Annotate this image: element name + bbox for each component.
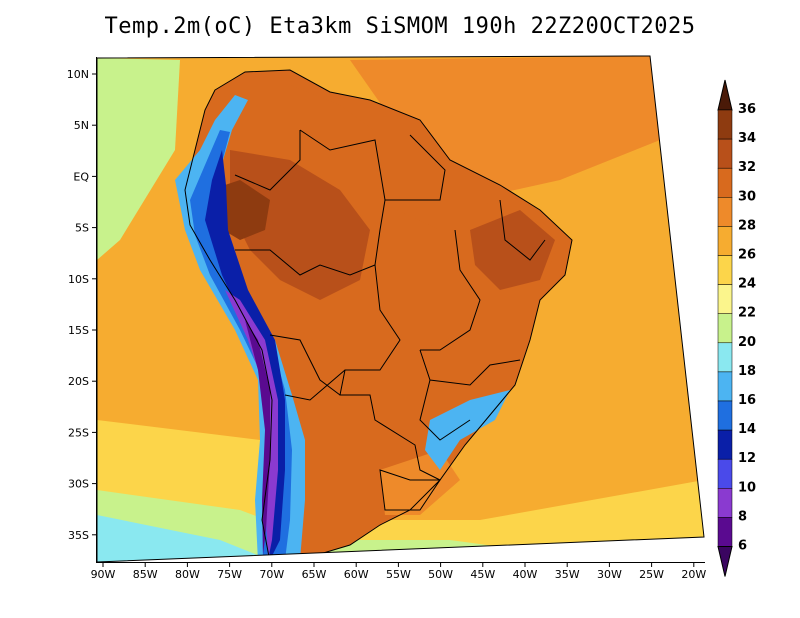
lon-tick-label: 25W xyxy=(639,568,664,581)
cool-ocean-area-northwest xyxy=(97,58,180,260)
lat-tick-label: 25S xyxy=(68,426,89,439)
colorbar-label: 20 xyxy=(738,335,756,350)
colorbar-swatch xyxy=(717,429,733,460)
country-borders xyxy=(184,69,573,562)
lon-tick-label: 65W xyxy=(302,568,327,581)
border-state-2 xyxy=(499,199,546,261)
colorbar-top-arrow xyxy=(717,79,733,111)
latitude-axis: 10N 5N EQ 5S 10S 15S 20S 25S 30S 35S xyxy=(67,68,97,542)
colorbar-label: 34 xyxy=(738,131,756,146)
lon-tick-label: 85W xyxy=(133,568,158,581)
colorbar-label: 16 xyxy=(738,393,756,408)
colorbar-label: 24 xyxy=(738,277,756,292)
lat-tick-label: 5S xyxy=(75,222,89,235)
colorbar-label: 30 xyxy=(738,189,756,204)
border-state-4 xyxy=(419,379,471,441)
colorbar-label: 10 xyxy=(738,480,756,495)
coldest-ocean-area-south xyxy=(97,515,270,562)
lon-tick-label: 90W xyxy=(91,568,116,581)
lon-tick-label: 75W xyxy=(217,568,242,581)
colorbar-label: 22 xyxy=(738,306,756,321)
lat-tick-label: 35S xyxy=(68,529,89,542)
longitude-axis: 90W 85W 80W 75W 70W 65W 60W 55W 50W 45W 40W 35W 30W 2… xyxy=(91,562,706,581)
border-state-3 xyxy=(419,349,521,386)
temperature-field xyxy=(97,56,704,562)
colorbar-swatch xyxy=(717,109,733,140)
border-paraguay xyxy=(284,369,346,401)
colorbar-swatch xyxy=(717,342,733,373)
colorbar-swatch xyxy=(717,400,733,431)
colorbar-swatch xyxy=(717,226,733,256)
lat-tick-label: 15S xyxy=(68,324,89,337)
lon-tick-label: 45W xyxy=(470,568,495,581)
colorbar-label: 28 xyxy=(738,218,756,233)
colorbar-swatch xyxy=(717,284,733,314)
colorbar-swatch xyxy=(717,313,733,344)
colorbar-swatch xyxy=(717,517,733,547)
colorbar-bottom-arrow xyxy=(717,546,733,577)
lon-tick-label: 80W xyxy=(175,568,200,581)
lon-tick-label: 40W xyxy=(513,568,538,581)
colorbar-swatch xyxy=(717,197,733,227)
left-axis-line xyxy=(96,57,97,563)
colorbar-swatch xyxy=(717,138,733,169)
lat-tick-label: 10S xyxy=(68,273,89,286)
bottom-axis-line xyxy=(96,562,705,563)
colorbar-label: 12 xyxy=(738,451,756,466)
border-brazil-mid xyxy=(374,199,386,266)
colorbar: 36 34 32 30 28 26 24 22 20 18 16 14 12 10 8 6 xyxy=(717,79,756,577)
border-colombia xyxy=(234,130,301,191)
lat-tick-label: 5N xyxy=(74,119,89,132)
andes-coldest-band xyxy=(245,320,270,555)
colorbar-label: 32 xyxy=(738,160,756,175)
lat-tick-label: 10N xyxy=(67,68,89,81)
lon-tick-label: 20W xyxy=(681,568,706,581)
colorbar-label: 36 xyxy=(738,102,756,117)
colorbar-label: 14 xyxy=(738,422,756,437)
southeast-brazil-cool xyxy=(425,390,510,470)
map-title: Temp.2m(oC) Eta3km SiSMOM 190h 22Z20OCT2… xyxy=(104,14,696,39)
colorbar-label: 6 xyxy=(738,539,747,554)
border-bolivia xyxy=(269,334,341,396)
colorbar-swatch xyxy=(717,167,733,198)
colorbar-swatch xyxy=(717,371,733,402)
colorbar-swatch xyxy=(717,458,733,489)
colorbar-label: 18 xyxy=(738,364,756,379)
lon-tick-label: 60W xyxy=(344,568,369,581)
northeast-hot-core xyxy=(470,210,555,290)
colorbar-label: 26 xyxy=(738,248,756,263)
colorbar-swatch xyxy=(717,488,733,518)
colorbar-swatch xyxy=(717,255,733,285)
lon-tick-label: 70W xyxy=(259,568,284,581)
lat-tick-label: 20S xyxy=(68,375,89,388)
lon-tick-label: 30W xyxy=(597,568,622,581)
andes-frigid-band xyxy=(225,290,278,560)
lon-tick-label: 50W xyxy=(428,568,453,581)
border-brazil-west xyxy=(235,249,441,481)
lon-tick-label: 35W xyxy=(555,568,580,581)
lon-tick-label: 55W xyxy=(386,568,411,581)
lat-tick-label: EQ xyxy=(73,170,89,183)
colorbar-label: 8 xyxy=(738,509,747,524)
andes-very-cold-band xyxy=(205,150,285,560)
border-uruguay xyxy=(379,469,441,511)
border-state-1 xyxy=(420,229,481,351)
lat-tick-label: 30S xyxy=(68,478,89,491)
